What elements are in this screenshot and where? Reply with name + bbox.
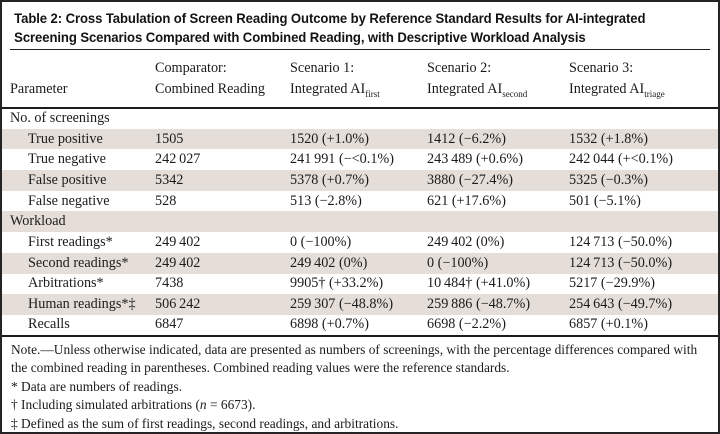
footnote-dagger-text: = 6673). <box>206 397 256 413</box>
col-header-base: Integrated AI <box>427 81 503 97</box>
col-header-subscript: first <box>365 88 380 99</box>
cell: 243 489 (+0.6%) <box>427 151 523 168</box>
row-label: Recalls <box>2 314 155 337</box>
row-label: Second readings* <box>28 254 129 271</box>
col-header-line: Scenario 1: <box>290 60 355 76</box>
row-label: False negative <box>28 192 110 209</box>
footnote-double-dagger: ‡ Defined as the sum of first readings, … <box>11 415 399 431</box>
row-label: First readings* <box>28 233 113 250</box>
cell: 7438 <box>155 275 184 292</box>
cell: 513 (−2.8%) <box>290 192 362 209</box>
cell: 242 027 <box>155 151 201 168</box>
table-row-second-readings: Second readings* 249 402 249 402 (0%) 0 … <box>2 252 718 274</box>
col-header-line: Parameter <box>10 81 68 97</box>
table-row-true-positive: True positive 1505 1520 (+1.0%) 1412 (−6… <box>2 128 718 150</box>
table-row-recalls: Recalls 6847 6898 (+0.7%) 6698 (−2.2%) 6… <box>2 314 718 337</box>
cell: 5217 (−29.9%) <box>569 275 656 292</box>
col-header-base: Integrated AI <box>569 81 645 97</box>
col-header-line: Integrated AIsecond <box>427 79 569 100</box>
row-label: Human readings*‡ <box>28 296 136 313</box>
table-row-human-readings: Human readings*‡ 506 242 259 307 (−48.8%… <box>2 294 718 315</box>
col-header-subscript: triage <box>644 88 665 99</box>
cell: 621 (+17.6%) <box>427 192 506 209</box>
col-header-scenario2: Scenario 2: Integrated AIsecond <box>427 50 569 109</box>
cell: 10 484† (+41.0%) <box>427 275 531 292</box>
col-header-line: Integrated AItriage <box>569 79 718 100</box>
cell: 5378 (+0.7%) <box>290 171 369 188</box>
row-label: Arbitrations* <box>28 275 104 292</box>
cell: 506 242 <box>155 296 201 313</box>
cell: 6898 (+0.7%) <box>290 314 427 337</box>
cell: 1520 (+1.0%) <box>290 130 369 147</box>
footnote-dagger-variable: n <box>199 397 207 413</box>
col-header-line: Comparator: <box>155 60 227 76</box>
col-header-comparator: Comparator: Combined Reading <box>155 50 290 109</box>
section-row-workload: Workload <box>2 211 718 233</box>
header-row: Parameter Comparator: Combined Reading S… <box>2 50 718 109</box>
cell: 501 (−5.1%) <box>569 192 641 209</box>
cell: 259 886 (−48.7%) <box>427 296 531 313</box>
cell: 249 402 (0%) <box>290 254 368 271</box>
cell: 6847 <box>155 314 290 337</box>
table-notes: Note.—Unless otherwise indicated, data a… <box>2 337 718 432</box>
col-header-scenario3: Scenario 3: Integrated AItriage <box>569 50 718 109</box>
cell: 249 402 <box>155 254 201 271</box>
cell: 242 044 (+<0.1%) <box>569 151 673 168</box>
row-label: False positive <box>28 171 107 188</box>
section-label: Workload <box>10 213 66 230</box>
cell: 5342 <box>155 171 184 188</box>
cell: 1532 (+1.8%) <box>569 130 648 147</box>
col-header-parameter: Parameter <box>2 50 155 109</box>
col-header-line: Scenario 3: <box>569 60 634 76</box>
cell: 0 (−100%) <box>427 254 489 271</box>
footnote-dagger-text: † Including simulated arbitrations ( <box>11 397 200 413</box>
table-row-false-positive: False positive 5342 5378 (+0.7%) 3880 (−… <box>2 170 718 191</box>
footnote-dagger: † Including simulated arbitrations (n = … <box>11 396 706 415</box>
cell: 5325 (−0.3%) <box>569 171 648 188</box>
col-header-line: Combined Reading <box>155 81 265 97</box>
note-general: Note.—Unless otherwise indicated, data a… <box>11 341 698 376</box>
section-label: No. of screenings <box>10 110 110 127</box>
col-header-subscript: second <box>502 88 528 99</box>
table-row-true-negative: True negative 242 027 241 991 (−<0.1%) 2… <box>2 149 718 170</box>
col-header-scenario1: Scenario 1: Integrated AIfirst <box>290 50 427 109</box>
col-header-base: Integrated AI <box>290 81 366 97</box>
row-label: True positive <box>28 130 103 147</box>
cell: 6857 (+0.1%) <box>569 314 718 337</box>
col-header-line: Scenario 2: <box>427 60 492 76</box>
cell: 1412 (−6.2%) <box>427 130 506 147</box>
cell: 124 713 (−50.0%) <box>569 233 673 250</box>
row-label: True negative <box>28 151 106 168</box>
table-row-arbitrations: Arbitrations* 7438 9905† (+33.2%) 10 484… <box>2 274 718 295</box>
footnote-star: * Data are numbers of readings. <box>11 378 183 394</box>
table-row-false-negative: False negative 528 513 (−2.8%) 621 (+17.… <box>2 191 718 212</box>
cell: 124 713 (−50.0%) <box>569 254 673 271</box>
section-row-screenings: No. of screenings <box>2 108 718 129</box>
title-rule <box>10 49 710 50</box>
cell: 9905† (+33.2%) <box>290 275 384 292</box>
table-title: Table 2: Cross Tabulation of Screen Read… <box>14 10 646 45</box>
cell: 241 991 (−<0.1%) <box>290 151 394 168</box>
cell: 528 <box>155 192 177 209</box>
table-row-first-readings: First readings* 249 402 0 (−100%) 249 40… <box>2 232 718 253</box>
cell: 249 402 <box>155 233 201 250</box>
cell: 0 (−100%) <box>290 233 352 250</box>
cell: 1505 <box>155 130 184 147</box>
col-header-line: Integrated AIfirst <box>290 79 427 100</box>
cell: 249 402 (0%) <box>427 233 505 250</box>
data-table: Parameter Comparator: Combined Reading S… <box>2 50 718 337</box>
cell: 254 643 (−49.7%) <box>569 296 673 313</box>
cell: 3880 (−27.4%) <box>427 171 514 188</box>
cell: 6698 (−2.2%) <box>427 314 569 337</box>
cell: 259 307 (−48.8%) <box>290 296 394 313</box>
